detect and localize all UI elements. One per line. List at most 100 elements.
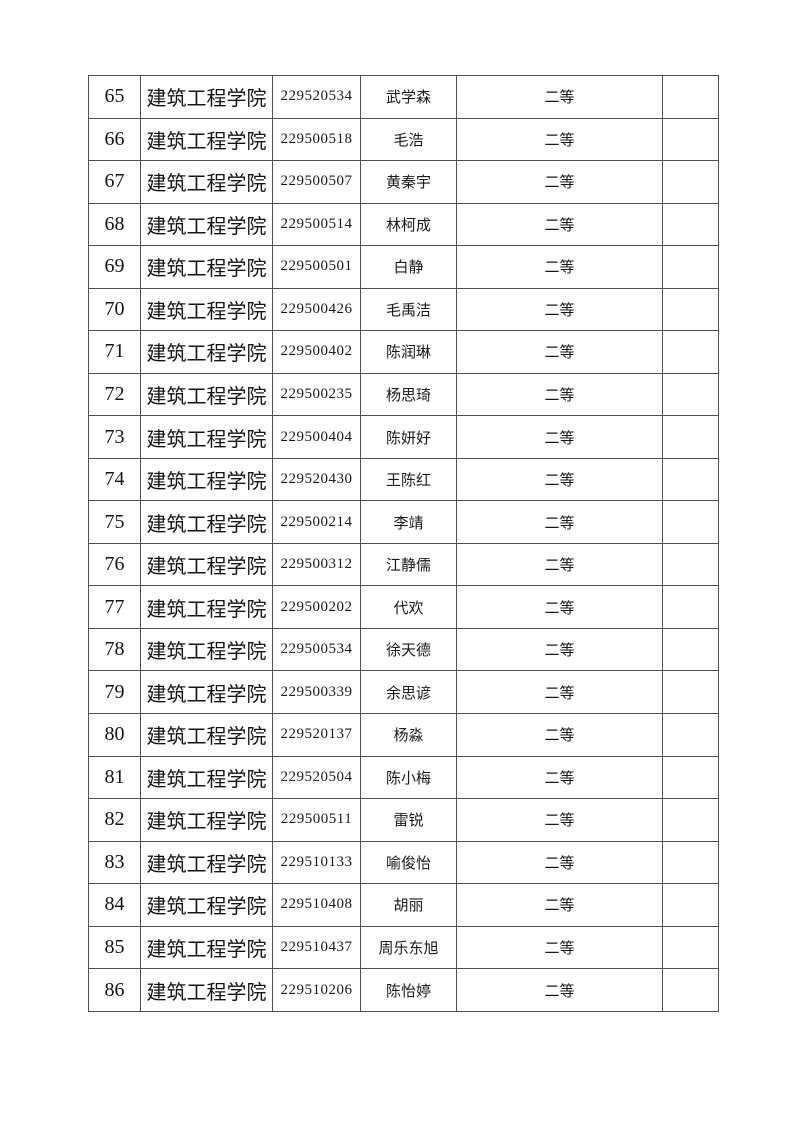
award-grade-cell: 二等 xyxy=(456,968,663,1012)
student-id-cell: 229500511 xyxy=(272,798,361,842)
award-grade-cell: 二等 xyxy=(456,627,663,672)
student-id-cell: 229500507 xyxy=(272,160,361,204)
award-grade-cell: 二等 xyxy=(456,117,663,162)
table-row: 78 建筑工程学院 229500534 徐天德 二等 xyxy=(88,627,719,672)
award-grade-cell: 二等 xyxy=(456,415,663,459)
student-name-cell: 杨淼 xyxy=(360,712,457,757)
award-grade-cell: 二等 xyxy=(456,330,663,374)
award-grade-cell: 二等 xyxy=(456,75,663,119)
award-grade-cell: 二等 xyxy=(456,542,663,587)
student-name-cell: 杨思琦 xyxy=(360,372,457,417)
college-name-cell: 建筑工程学院 xyxy=(140,755,273,800)
student-name-cell: 陈小梅 xyxy=(360,755,457,800)
student-id-cell: 229500312 xyxy=(272,542,361,587)
award-grade-cell: 二等 xyxy=(456,500,663,544)
student-name-cell: 余思谚 xyxy=(360,670,457,714)
empty-note-cell xyxy=(662,202,719,247)
college-name-cell: 建筑工程学院 xyxy=(140,160,273,204)
empty-note-cell xyxy=(662,840,719,885)
row-number-cell: 83 xyxy=(88,840,141,885)
college-name-cell: 建筑工程学院 xyxy=(140,883,273,927)
table-row: 67 建筑工程学院 229500507 黄秦宇 二等 xyxy=(88,160,719,204)
table-row: 85 建筑工程学院 229510437 周乐东旭 二等 xyxy=(88,925,719,970)
table-row: 68 建筑工程学院 229500514 林柯成 二等 xyxy=(88,202,719,247)
row-number-cell: 69 xyxy=(88,245,141,289)
student-name-cell: 陈怡婷 xyxy=(360,968,457,1012)
award-grade-cell: 二等 xyxy=(456,287,663,332)
college-name-cell: 建筑工程学院 xyxy=(140,117,273,162)
table-row: 74 建筑工程学院 229520430 王陈红 二等 xyxy=(88,457,719,502)
student-id-cell: 229500404 xyxy=(272,415,361,459)
row-number-cell: 82 xyxy=(88,798,141,842)
table-row: 66 建筑工程学院 229500518 毛浩 二等 xyxy=(88,117,719,162)
student-id-cell: 229500235 xyxy=(272,372,361,417)
empty-note-cell xyxy=(662,883,719,927)
table-row: 70 建筑工程学院 229500426 毛禹洁 二等 xyxy=(88,287,719,332)
empty-note-cell xyxy=(662,968,719,1012)
college-name-cell: 建筑工程学院 xyxy=(140,925,273,970)
award-grade-cell: 二等 xyxy=(456,245,663,289)
student-name-cell: 代欢 xyxy=(360,585,457,629)
student-id-cell: 229500202 xyxy=(272,585,361,629)
student-id-cell: 229520504 xyxy=(272,755,361,800)
student-id-cell: 229510408 xyxy=(272,883,361,927)
student-id-cell: 229520534 xyxy=(272,75,361,119)
student-id-cell: 229520430 xyxy=(272,457,361,502)
row-number-cell: 66 xyxy=(88,117,141,162)
table-row: 71 建筑工程学院 229500402 陈润琳 二等 xyxy=(88,330,719,374)
table-row: 77 建筑工程学院 229500202 代欢 二等 xyxy=(88,585,719,629)
award-grade-cell: 二等 xyxy=(456,798,663,842)
empty-note-cell xyxy=(662,245,719,289)
student-name-cell: 王陈红 xyxy=(360,457,457,502)
student-id-cell: 229500426 xyxy=(272,287,361,332)
college-name-cell: 建筑工程学院 xyxy=(140,670,273,714)
student-id-cell: 229500339 xyxy=(272,670,361,714)
award-table: 65 建筑工程学院 229520534 武学森 二等 66 建筑工程学院 229… xyxy=(88,75,719,1012)
student-name-cell: 雷锐 xyxy=(360,798,457,842)
award-grade-cell: 二等 xyxy=(456,712,663,757)
award-grade-cell: 二等 xyxy=(456,840,663,885)
empty-note-cell xyxy=(662,75,719,119)
table-row: 83 建筑工程学院 229510133 喻俊怡 二等 xyxy=(88,840,719,885)
award-grade-cell: 二等 xyxy=(456,883,663,927)
table-row: 82 建筑工程学院 229500511 雷锐 二等 xyxy=(88,798,719,842)
table-row: 80 建筑工程学院 229520137 杨淼 二等 xyxy=(88,712,719,757)
college-name-cell: 建筑工程学院 xyxy=(140,712,273,757)
row-number-cell: 76 xyxy=(88,542,141,587)
student-id-cell: 229510206 xyxy=(272,968,361,1012)
student-name-cell: 喻俊怡 xyxy=(360,840,457,885)
row-number-cell: 68 xyxy=(88,202,141,247)
empty-note-cell xyxy=(662,117,719,162)
award-grade-cell: 二等 xyxy=(456,670,663,714)
student-id-cell: 229500534 xyxy=(272,627,361,672)
row-number-cell: 79 xyxy=(88,670,141,714)
row-number-cell: 71 xyxy=(88,330,141,374)
table-row: 72 建筑工程学院 229500235 杨思琦 二等 xyxy=(88,372,719,417)
college-name-cell: 建筑工程学院 xyxy=(140,585,273,629)
empty-note-cell xyxy=(662,670,719,714)
student-name-cell: 周乐东旭 xyxy=(360,925,457,970)
empty-note-cell xyxy=(662,712,719,757)
award-grade-cell: 二等 xyxy=(456,372,663,417)
college-name-cell: 建筑工程学院 xyxy=(140,202,273,247)
student-name-cell: 陈润琳 xyxy=(360,330,457,374)
empty-note-cell xyxy=(662,542,719,587)
college-name-cell: 建筑工程学院 xyxy=(140,75,273,119)
student-name-cell: 李靖 xyxy=(360,500,457,544)
student-name-cell: 黄秦宇 xyxy=(360,160,457,204)
table-row: 76 建筑工程学院 229500312 江静儒 二等 xyxy=(88,542,719,587)
empty-note-cell xyxy=(662,585,719,629)
student-name-cell: 江静儒 xyxy=(360,542,457,587)
college-name-cell: 建筑工程学院 xyxy=(140,287,273,332)
college-name-cell: 建筑工程学院 xyxy=(140,542,273,587)
college-name-cell: 建筑工程学院 xyxy=(140,372,273,417)
student-name-cell: 白静 xyxy=(360,245,457,289)
row-number-cell: 86 xyxy=(88,968,141,1012)
student-id-cell: 229510133 xyxy=(272,840,361,885)
empty-note-cell xyxy=(662,330,719,374)
college-name-cell: 建筑工程学院 xyxy=(140,415,273,459)
table-row: 65 建筑工程学院 229520534 武学森 二等 xyxy=(88,75,719,119)
empty-note-cell xyxy=(662,798,719,842)
college-name-cell: 建筑工程学院 xyxy=(140,798,273,842)
award-table-body: 65 建筑工程学院 229520534 武学森 二等 66 建筑工程学院 229… xyxy=(88,75,719,1012)
